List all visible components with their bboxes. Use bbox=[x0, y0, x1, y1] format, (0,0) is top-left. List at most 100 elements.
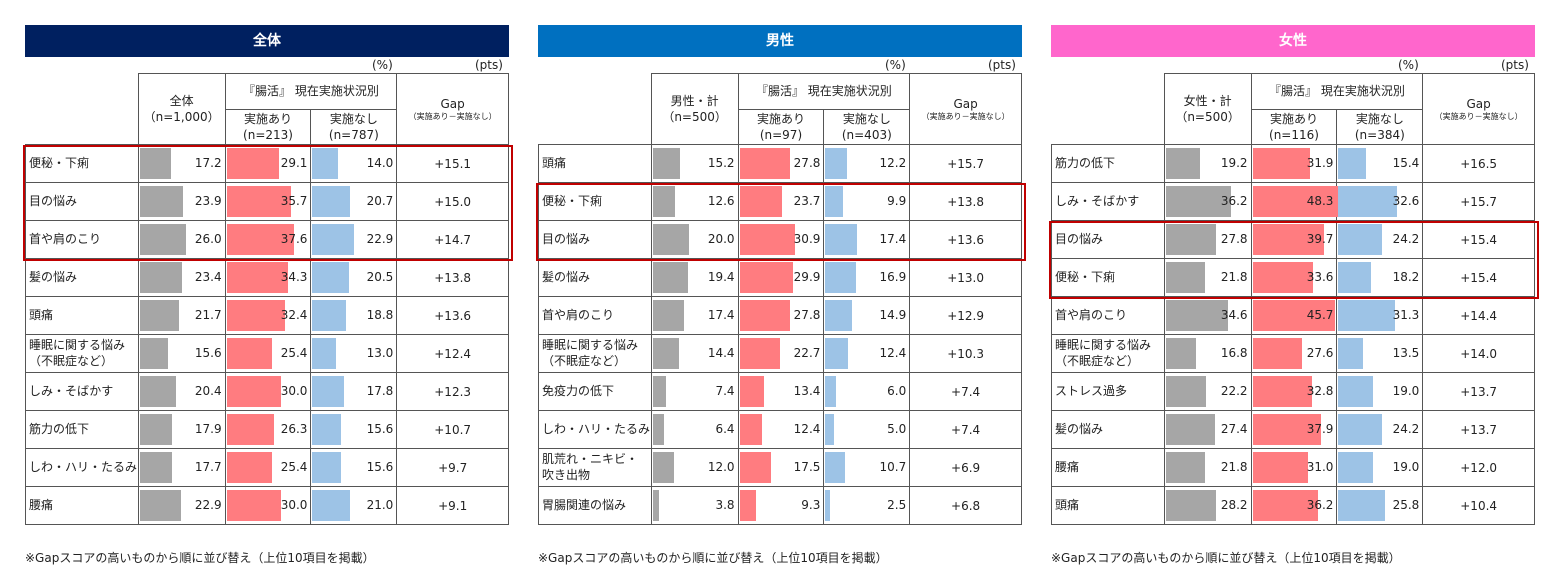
value-total: 17.2 bbox=[194, 156, 222, 170]
bar-total bbox=[652, 452, 675, 483]
value-yes: 45.7 bbox=[1306, 308, 1334, 322]
value-total: 21.8 bbox=[1220, 270, 1248, 284]
value-yes: 25.4 bbox=[280, 346, 308, 360]
header-yes: 実施あり (n=116) bbox=[1250, 109, 1338, 145]
value-no: 17.4 bbox=[879, 232, 907, 246]
value-no: 16.9 bbox=[879, 270, 907, 284]
cell-total: 23.4 bbox=[137, 258, 226, 297]
value-yes: 25.4 bbox=[280, 460, 308, 474]
bar-yes bbox=[226, 338, 273, 369]
unit-pts: (pts) bbox=[1501, 58, 1529, 72]
unit-percent: (%) bbox=[1398, 58, 1419, 72]
cell-yes: 37.9 bbox=[1250, 410, 1338, 449]
bar-yes bbox=[1252, 186, 1340, 217]
bar-no bbox=[312, 148, 338, 179]
cell-yes: 27.8 bbox=[737, 296, 825, 335]
cell-no: 16.9 bbox=[823, 258, 911, 297]
bar-no bbox=[1338, 186, 1398, 217]
cell-yes: 27.6 bbox=[1250, 334, 1338, 373]
cell-no: 15.4 bbox=[1336, 144, 1424, 183]
table-row: しわ・ハリ・たるみ 6.4 12.4 5.0 +7.4 bbox=[538, 410, 1022, 449]
table-row: しみ・そばかす 36.2 48.3 32.6 +15.7 bbox=[1051, 182, 1535, 221]
value-total: 28.2 bbox=[1220, 498, 1248, 512]
value-yes: 32.4 bbox=[280, 308, 308, 322]
value-yes: 33.6 bbox=[1306, 270, 1334, 284]
cell-total: 14.4 bbox=[650, 334, 739, 373]
bar-yes bbox=[1252, 490, 1318, 521]
bar-total bbox=[139, 414, 172, 445]
value-gap: +15.4 bbox=[1422, 258, 1535, 297]
bar-yes bbox=[1252, 376, 1312, 407]
value-total: 15.6 bbox=[194, 346, 222, 360]
cell-yes: 30.0 bbox=[224, 486, 312, 525]
header-gap: Gap （実施あり－実施なし） bbox=[909, 73, 1022, 145]
row-label: 睡眠に関する悩み （不眠症など） bbox=[538, 334, 652, 373]
value-gap: +16.5 bbox=[1422, 144, 1535, 183]
bar-total bbox=[139, 338, 168, 369]
bar-total bbox=[1165, 224, 1216, 255]
header-gap-sub: （実施あり－実施なし） bbox=[408, 111, 497, 121]
header-gap-sub: （実施あり－実施なし） bbox=[1434, 111, 1523, 121]
cell-no: 17.8 bbox=[310, 372, 398, 411]
value-yes: 35.7 bbox=[280, 194, 308, 208]
cell-no: 17.4 bbox=[823, 220, 911, 259]
value-gap: +13.8 bbox=[909, 182, 1022, 221]
value-no: 24.2 bbox=[1392, 232, 1420, 246]
bar-yes bbox=[1252, 262, 1314, 293]
bar-yes bbox=[739, 490, 757, 521]
value-total: 12.6 bbox=[707, 194, 735, 208]
cell-total: 16.8 bbox=[1163, 334, 1252, 373]
bar-total bbox=[139, 300, 179, 331]
value-no: 10.7 bbox=[879, 460, 907, 474]
row-label: 頭痛 bbox=[538, 144, 652, 183]
bar-total bbox=[139, 490, 181, 521]
value-yes: 27.8 bbox=[793, 308, 821, 322]
table-row: 髪の悩み 19.4 29.9 16.9 +13.0 bbox=[538, 258, 1022, 297]
value-total: 21.7 bbox=[194, 308, 222, 322]
table-row: 腰痛 22.9 30.0 21.0 +9.1 bbox=[25, 486, 509, 525]
table-row: 首や肩のこり 17.4 27.8 14.9 +12.9 bbox=[538, 296, 1022, 335]
header-no-label: 実施なし bbox=[329, 111, 378, 126]
header-no-n: (n=384) bbox=[1354, 128, 1405, 142]
table-row: 睡眠に関する悩み （不眠症など） 15.6 25.4 13.0 +12.4 bbox=[25, 334, 509, 373]
row-label: しみ・そばかす bbox=[1051, 182, 1165, 221]
bar-no bbox=[312, 300, 347, 331]
value-gap: +7.4 bbox=[909, 410, 1022, 449]
cell-total: 19.4 bbox=[650, 258, 739, 297]
header-no-n: (n=787) bbox=[328, 128, 379, 142]
value-yes: 37.9 bbox=[1306, 422, 1334, 436]
bar-no bbox=[1338, 338, 1363, 369]
bar-no bbox=[312, 414, 341, 445]
row-label: 首や肩のこり bbox=[25, 220, 139, 259]
cell-no: 13.5 bbox=[1336, 334, 1424, 373]
value-gap: +13.0 bbox=[909, 258, 1022, 297]
row-label: 便秘・下痢 bbox=[538, 182, 652, 221]
bar-no bbox=[825, 186, 844, 217]
cell-yes: 32.8 bbox=[1250, 372, 1338, 411]
value-yes: 31.9 bbox=[1306, 156, 1334, 170]
cell-no: 24.2 bbox=[1336, 220, 1424, 259]
cell-total: 20.4 bbox=[137, 372, 226, 411]
cell-no: 21.0 bbox=[310, 486, 398, 525]
cell-no: 14.0 bbox=[310, 144, 398, 183]
data-table: 男性・計 （n=500） 『腸活』 現在実施状況別 Gap （実施あり－実施なし） 実施あ… bbox=[538, 73, 1022, 525]
row-label: 免疫力の低下 bbox=[538, 372, 652, 411]
cell-yes: 27.8 bbox=[737, 144, 825, 183]
value-no: 20.7 bbox=[366, 194, 394, 208]
bar-yes bbox=[1252, 338, 1303, 369]
row-label: 筋力の低下 bbox=[1051, 144, 1165, 183]
cell-total: 21.7 bbox=[137, 296, 226, 335]
bar-yes bbox=[739, 452, 772, 483]
value-gap: +6.8 bbox=[909, 486, 1022, 525]
bar-no bbox=[312, 262, 350, 293]
cell-yes: 48.3 bbox=[1250, 182, 1340, 221]
value-yes: 22.7 bbox=[793, 346, 821, 360]
cell-yes: 26.3 bbox=[224, 410, 312, 449]
panel-male: 男性 (%) (pts) 男性・計 （n=500） 『腸活』 現在実施状況別 Gap （実施あ… bbox=[536, 25, 1026, 565]
value-no: 22.9 bbox=[366, 232, 394, 246]
bar-yes bbox=[226, 262, 289, 293]
header-total-n: （n=500） bbox=[1175, 110, 1240, 124]
bar-yes bbox=[739, 376, 764, 407]
table-row: 便秘・下痢 21.8 33.6 18.2 +15.4 bbox=[1051, 258, 1535, 297]
table-row: 便秘・下痢 12.6 23.7 9.9 +13.8 bbox=[538, 182, 1022, 221]
